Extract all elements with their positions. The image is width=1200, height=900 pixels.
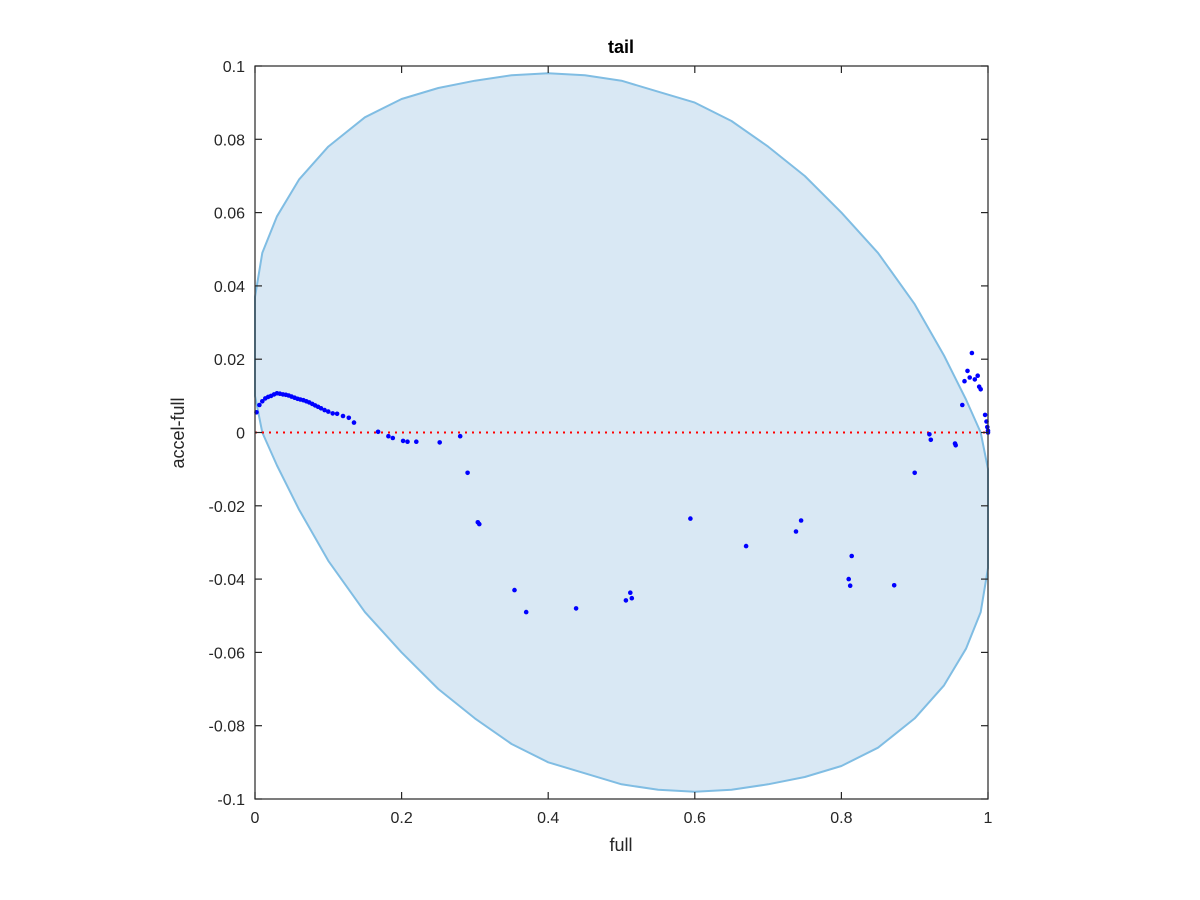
- data-point: [340, 413, 346, 419]
- data-point: [628, 590, 633, 595]
- data-point: [967, 375, 972, 380]
- data-point: [793, 529, 799, 534]
- x-axis-label: full: [609, 835, 632, 855]
- data-point: [330, 411, 336, 416]
- data-point: [334, 411, 340, 417]
- data-point: [351, 420, 357, 425]
- data-point: [322, 407, 327, 413]
- y-tick-label: 0.1: [223, 59, 245, 76]
- data-point: [346, 415, 352, 421]
- data-point: [477, 521, 482, 527]
- data-point: [573, 606, 579, 611]
- data-point: [318, 406, 324, 411]
- x-tick-label: 0.6: [684, 810, 706, 827]
- data-point: [891, 583, 897, 588]
- data-point: [927, 432, 932, 437]
- y-tick-label: -0.06: [209, 645, 246, 662]
- data-point: [975, 373, 980, 379]
- data-point: [798, 518, 804, 523]
- data-point: [743, 543, 749, 549]
- x-tick-label: 0.8: [830, 810, 852, 827]
- data-point: [523, 609, 529, 615]
- data-point: [512, 587, 517, 593]
- x-axis-ticks: 0 0.2 0.4 0.6 0.8 1: [251, 66, 993, 827]
- data-point: [912, 470, 917, 476]
- data-point: [326, 409, 331, 414]
- data-point: [847, 583, 853, 588]
- y-axis-ticks: -0.1 -0.08 -0.06 -0.04 -0.02 0 0.02 0.04 0.06 0.0…: [209, 59, 988, 809]
- data-point: [400, 438, 406, 444]
- y-tick-label: 0: [236, 426, 245, 443]
- y-tick-label: 0.08: [214, 132, 245, 149]
- x-tick-label: 1: [984, 810, 993, 827]
- data-point: [928, 437, 934, 443]
- data-point: [257, 402, 262, 408]
- y-tick-label: -0.02: [209, 499, 246, 516]
- data-point: [457, 433, 463, 439]
- data-point: [390, 435, 396, 441]
- data-point: [465, 470, 470, 476]
- data-point: [965, 368, 970, 374]
- data-point: [962, 378, 967, 384]
- y-tick-label: -0.08: [209, 719, 246, 736]
- y-tick-label: 0.02: [214, 352, 245, 369]
- x-tick-label: 0.2: [390, 810, 412, 827]
- y-tick-label: -0.04: [209, 572, 246, 589]
- data-point: [386, 433, 391, 439]
- data-point: [969, 350, 975, 356]
- data-point: [982, 412, 988, 418]
- data-point: [960, 402, 965, 408]
- y-axis-label: accel-full: [168, 397, 188, 468]
- y-tick-label: 0.04: [214, 279, 245, 296]
- data-point: [623, 598, 629, 603]
- data-point: [978, 387, 983, 392]
- data-point: [953, 443, 958, 448]
- data-point: [688, 516, 693, 521]
- data-point: [260, 399, 265, 404]
- data-point: [375, 429, 381, 435]
- data-point: [414, 439, 419, 445]
- data-point: [849, 553, 854, 559]
- y-tick-label: 0.06: [214, 206, 245, 223]
- y-tick-label: -0.1: [217, 792, 245, 809]
- x-tick-label: 0: [251, 810, 260, 827]
- data-point: [972, 377, 978, 382]
- data-point: [846, 576, 851, 582]
- chart-title: tail: [608, 37, 634, 57]
- x-tick-label: 0.4: [537, 810, 559, 827]
- data-point: [437, 440, 443, 445]
- data-point: [405, 439, 410, 445]
- data-point: [629, 595, 635, 601]
